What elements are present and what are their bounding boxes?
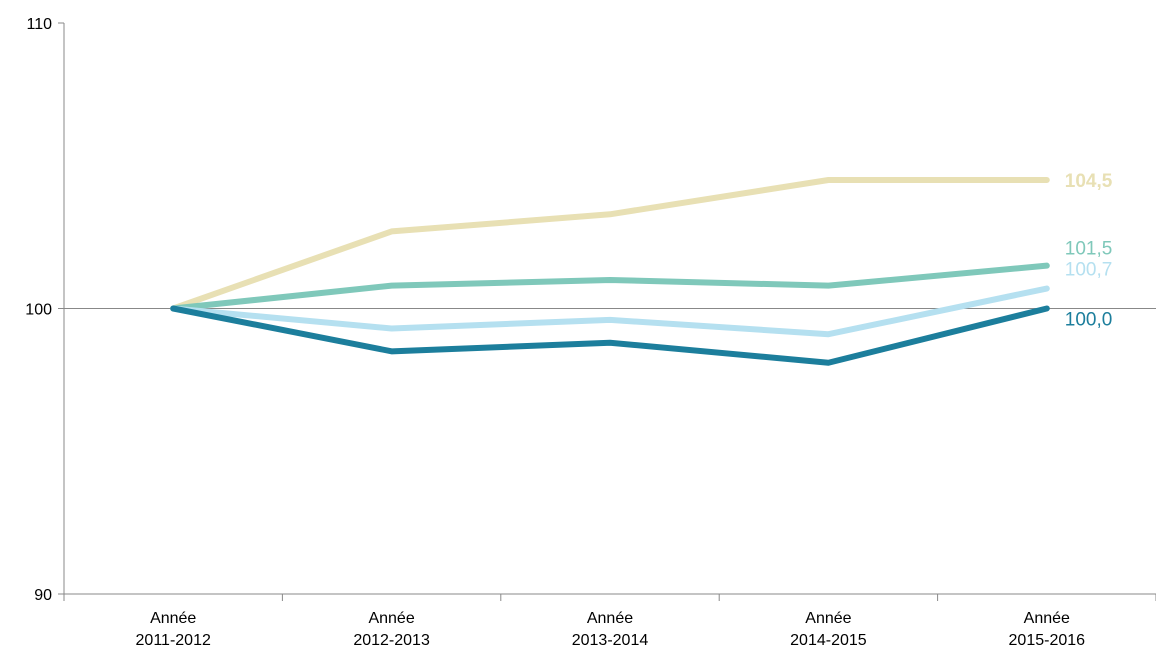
x-tick-label: Année 2012-2013 — [353, 610, 430, 649]
x-tick-label: Année 2015-2016 — [1009, 610, 1086, 649]
y-tick-label: 110 — [26, 16, 52, 33]
axes: 90 100 110 Année 2011-2012 Année 2012-2013 Anné… — [25, 16, 1156, 649]
series-line — [170, 262, 1050, 312]
series-end-label: 100,7 — [1065, 260, 1113, 281]
x-tick-label: Année 2014-2015 — [790, 610, 867, 649]
y-tick-label: 100 — [25, 302, 52, 319]
series-end-label: 100,0 — [1065, 310, 1113, 331]
y-tick-label: 90 — [34, 587, 52, 604]
series-line — [170, 177, 1050, 312]
x-tick-label: Année 2011-2012 — [136, 610, 211, 649]
series-end-label: 101,5 — [1065, 239, 1113, 260]
series-line — [170, 285, 1050, 338]
series-group — [170, 177, 1050, 366]
series-line — [170, 305, 1050, 366]
x-tick-label: Année 2013-2014 — [572, 610, 649, 649]
series-end-label: 104,5 — [1065, 171, 1113, 192]
